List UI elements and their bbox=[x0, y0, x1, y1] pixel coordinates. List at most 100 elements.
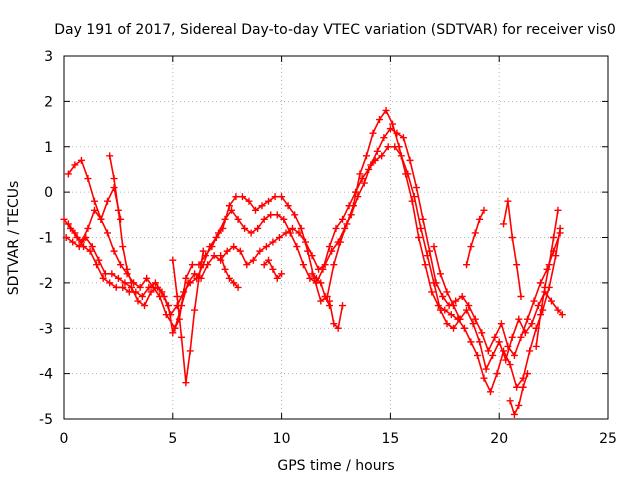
data-point bbox=[182, 379, 190, 387]
data-point bbox=[473, 351, 481, 359]
data-point bbox=[369, 129, 377, 137]
series-track-10 bbox=[325, 297, 347, 332]
data-point bbox=[513, 261, 521, 269]
data-point bbox=[62, 234, 70, 241]
x-tick-label: 20 bbox=[490, 431, 508, 447]
data-point bbox=[382, 106, 390, 114]
data-point bbox=[178, 333, 186, 341]
data-point bbox=[484, 347, 492, 355]
data-point bbox=[184, 279, 192, 287]
series-track-1 bbox=[60, 143, 566, 373]
data-point bbox=[399, 134, 407, 142]
data-point bbox=[550, 234, 558, 241]
data-point bbox=[265, 197, 273, 205]
data-point bbox=[373, 147, 381, 155]
data-point bbox=[402, 170, 410, 178]
data-point bbox=[497, 320, 505, 328]
data-point bbox=[95, 256, 103, 264]
data-point bbox=[210, 252, 218, 260]
series-line bbox=[63, 146, 564, 370]
series-track-3 bbox=[64, 125, 564, 359]
data-point bbox=[436, 270, 444, 278]
data-point bbox=[182, 274, 190, 282]
data-point bbox=[241, 224, 249, 232]
data-point bbox=[356, 170, 364, 178]
data-point bbox=[101, 270, 109, 278]
data-point bbox=[339, 302, 347, 310]
data-point bbox=[295, 229, 303, 237]
series-track-11 bbox=[430, 243, 464, 323]
data-point bbox=[278, 193, 286, 201]
data-point bbox=[517, 333, 525, 341]
data-point bbox=[362, 152, 370, 160]
series-track-13 bbox=[500, 197, 525, 300]
data-point bbox=[467, 243, 475, 251]
data-point bbox=[452, 297, 460, 305]
data-point bbox=[243, 261, 251, 269]
data-point bbox=[212, 234, 220, 241]
data-point bbox=[465, 302, 473, 310]
data-point bbox=[554, 206, 562, 214]
data-point bbox=[517, 292, 525, 300]
data-point bbox=[558, 311, 566, 319]
axis-ticks: 0 5 10 15 20 25 -5 -4 -3 -2 -1 0 1 2 3 bbox=[39, 49, 617, 447]
data-point bbox=[299, 261, 307, 269]
series-track-9 bbox=[308, 270, 333, 310]
data-point bbox=[500, 220, 508, 228]
x-axis-label: GPS time / hours bbox=[277, 458, 394, 474]
data-point bbox=[251, 206, 259, 214]
data-point bbox=[169, 256, 177, 264]
series-line bbox=[108, 155, 133, 284]
data-point bbox=[360, 179, 368, 187]
data-point bbox=[430, 243, 438, 251]
data-point bbox=[450, 302, 458, 310]
data-point bbox=[64, 220, 72, 228]
x-tick-label: 10 bbox=[273, 431, 291, 447]
data-point bbox=[171, 324, 179, 332]
data-point bbox=[106, 279, 114, 287]
data-point bbox=[471, 229, 479, 237]
series-track-14 bbox=[532, 206, 562, 350]
data-point bbox=[84, 224, 92, 232]
data-point bbox=[489, 351, 497, 359]
data-point bbox=[173, 292, 181, 300]
data-point bbox=[428, 288, 436, 296]
data-point bbox=[114, 206, 122, 214]
data-point bbox=[236, 247, 244, 255]
data-point bbox=[334, 238, 342, 246]
data-point bbox=[265, 256, 273, 264]
data-point bbox=[191, 306, 199, 314]
data-point bbox=[110, 247, 118, 255]
y-tick-label: 1 bbox=[44, 140, 53, 156]
data-point bbox=[206, 243, 214, 251]
data-point bbox=[471, 315, 479, 323]
x-tick-label: 15 bbox=[381, 431, 399, 447]
data-point bbox=[378, 152, 386, 160]
data-point bbox=[519, 383, 527, 391]
series-line bbox=[67, 127, 561, 357]
data-point bbox=[523, 315, 531, 323]
data-point bbox=[321, 292, 329, 300]
chart-title: Day 191 of 2017, Sidereal Day-to-day VTE… bbox=[54, 22, 616, 38]
data-point bbox=[119, 243, 127, 251]
data-point bbox=[204, 261, 212, 269]
data-point bbox=[406, 156, 414, 164]
data-point bbox=[417, 224, 425, 232]
data-point bbox=[106, 152, 114, 160]
data-point bbox=[393, 129, 401, 137]
data-point bbox=[419, 215, 427, 223]
data-point bbox=[439, 292, 447, 300]
data-point bbox=[308, 270, 316, 278]
data-point bbox=[245, 197, 253, 205]
data-series bbox=[60, 106, 566, 418]
x-tick-label: 5 bbox=[168, 431, 177, 447]
data-point bbox=[432, 279, 440, 287]
data-point bbox=[321, 261, 329, 269]
data-point bbox=[104, 229, 112, 237]
data-point bbox=[447, 311, 455, 319]
data-point bbox=[114, 274, 122, 282]
data-point bbox=[408, 197, 416, 205]
data-point bbox=[258, 202, 266, 210]
data-point bbox=[249, 256, 257, 264]
data-point bbox=[232, 193, 240, 201]
